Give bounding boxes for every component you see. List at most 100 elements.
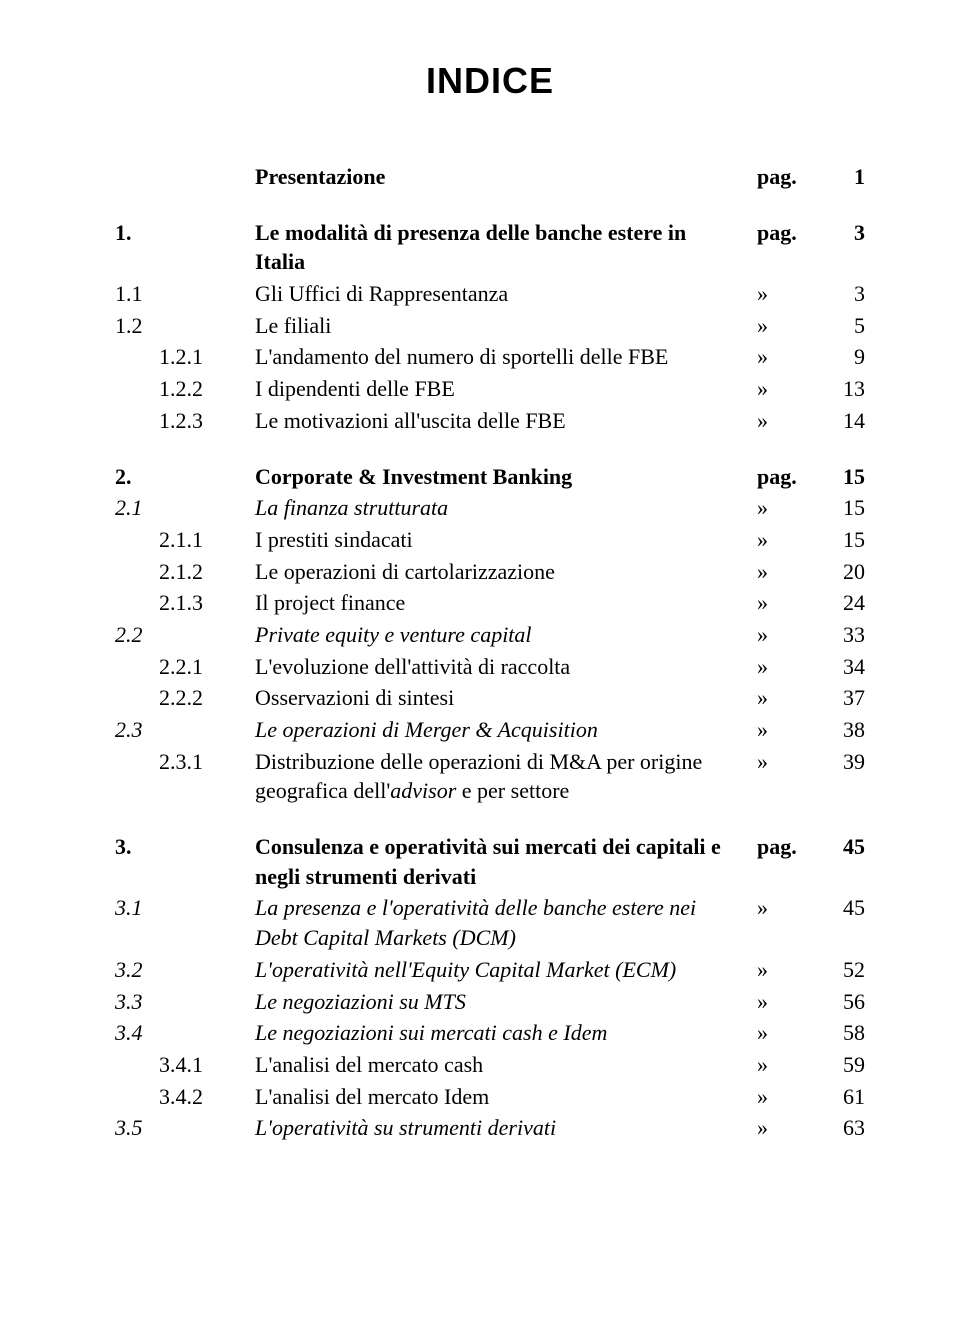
- entry-text: Le operazioni di Merger & Acquisition: [255, 715, 757, 745]
- entry-page: 59: [817, 1050, 865, 1080]
- toc-row: 1.1Gli Uffici di Rappresentanza»3: [115, 279, 865, 309]
- entry-text: Le negoziazioni su MTS: [255, 987, 757, 1017]
- toc-row: 3.1La presenza e l'operatività delle ban…: [115, 893, 865, 952]
- entry-number: 2.1: [115, 493, 255, 523]
- entry-number: 1.2.3: [115, 406, 255, 436]
- entry-text: L'analisi del mercato cash: [255, 1050, 757, 1080]
- entry-number: 3.2: [115, 955, 255, 985]
- entry-symbol: »: [757, 493, 817, 523]
- spacer: [115, 438, 865, 462]
- entry-symbol: »: [757, 406, 817, 436]
- entry-text: I prestiti sindacati: [255, 525, 757, 555]
- entry-text: Gli Uffici di Rappresentanza: [255, 279, 757, 309]
- entry-number: 3.4.2: [115, 1082, 255, 1112]
- entry-symbol: pag.: [757, 162, 817, 192]
- entry-symbol: pag.: [757, 462, 817, 492]
- toc-row: 2.2.1L'evoluzione dell'attività di racco…: [115, 652, 865, 682]
- toc-row: 1.Le modalità di presenza delle banche e…: [115, 218, 865, 277]
- entry-text: Consulenza e operatività sui mercati dei…: [255, 832, 757, 891]
- entry-number: 2.1.3: [115, 588, 255, 618]
- toc-body: Presentazionepag.1 1.Le modalità di prese…: [115, 162, 865, 1143]
- entry-symbol: »: [757, 987, 817, 1017]
- toc-row: Presentazionepag.1: [115, 162, 865, 192]
- toc-row: 3.4.2L'analisi del mercato Idem»61: [115, 1082, 865, 1112]
- toc-row: 1.2Le filiali»5: [115, 311, 865, 341]
- entry-page: 58: [817, 1018, 865, 1048]
- entry-text: Le motivazioni all'uscita delle FBE: [255, 406, 757, 436]
- entry-symbol: »: [757, 588, 817, 618]
- entry-text: L'analisi del mercato Idem: [255, 1082, 757, 1112]
- entry-number: 1.1: [115, 279, 255, 309]
- entry-page: 3: [817, 279, 865, 309]
- toc-row: 3.3Le negoziazioni su MTS»56: [115, 987, 865, 1017]
- entry-symbol: »: [757, 620, 817, 650]
- entry-number: 2.2.1: [115, 652, 255, 682]
- entry-symbol: »: [757, 715, 817, 745]
- toc-row: 1.2.3Le motivazioni all'uscita delle FBE…: [115, 406, 865, 436]
- entry-page: 37: [817, 683, 865, 713]
- entry-symbol: »: [757, 1113, 817, 1143]
- entry-page: 39: [817, 747, 865, 777]
- entry-text: Osservazioni di sintesi: [255, 683, 757, 713]
- entry-text: L'operatività nell'Equity Capital Market…: [255, 955, 757, 985]
- entry-page: 5: [817, 311, 865, 341]
- toc-row: 2.3.1Distribuzione delle operazioni di M…: [115, 747, 865, 806]
- entry-symbol: »: [757, 683, 817, 713]
- entry-page: 33: [817, 620, 865, 650]
- spacer: [115, 808, 865, 832]
- entry-text: L'operatività su strumenti derivati: [255, 1113, 757, 1143]
- entry-number: 3.: [115, 832, 255, 862]
- entry-symbol: »: [757, 525, 817, 555]
- entry-number: 3.5: [115, 1113, 255, 1143]
- entry-text: I dipendenti delle FBE: [255, 374, 757, 404]
- entry-symbol: pag.: [757, 218, 817, 248]
- entry-symbol: »: [757, 893, 817, 923]
- entry-number: 3.4: [115, 1018, 255, 1048]
- toc-row: 2.1.3Il project finance»24: [115, 588, 865, 618]
- page-title: INDICE: [115, 60, 865, 102]
- entry-symbol: »: [757, 747, 817, 777]
- toc-row: 1.2.1L'andamento del numero di sportelli…: [115, 342, 865, 372]
- entry-symbol: »: [757, 374, 817, 404]
- entry-text: Distribuzione delle operazioni di M&A pe…: [255, 747, 757, 806]
- entry-number: 2.2: [115, 620, 255, 650]
- toc-row: 3.4.1L'analisi del mercato cash»59: [115, 1050, 865, 1080]
- entry-number: 2.3: [115, 715, 255, 745]
- entry-page: 9: [817, 342, 865, 372]
- entry-text: Private equity e venture capital: [255, 620, 757, 650]
- entry-number: 2.1.1: [115, 525, 255, 555]
- entry-number: 2.: [115, 462, 255, 492]
- entry-number: 1.: [115, 218, 255, 248]
- toc-row: 2.2.2Osservazioni di sintesi»37: [115, 683, 865, 713]
- toc-row: 2.1.1I prestiti sindacati»15: [115, 525, 865, 555]
- entry-text: Il project finance: [255, 588, 757, 618]
- spacer: [115, 194, 865, 218]
- entry-text: Le modalità di presenza delle banche est…: [255, 218, 757, 277]
- entry-page: 56: [817, 987, 865, 1017]
- entry-page: 52: [817, 955, 865, 985]
- entry-page: 34: [817, 652, 865, 682]
- toc-row: 3.5L'operatività su strumenti derivati»6…: [115, 1113, 865, 1143]
- entry-number: 3.3: [115, 987, 255, 1017]
- entry-page: 3: [817, 218, 865, 248]
- entry-page: 24: [817, 588, 865, 618]
- entry-symbol: »: [757, 955, 817, 985]
- entry-text: L'andamento del numero di sportelli dell…: [255, 342, 757, 372]
- entry-symbol: »: [757, 1018, 817, 1048]
- toc-row: 3.4Le negoziazioni sui mercati cash e Id…: [115, 1018, 865, 1048]
- entry-page: 63: [817, 1113, 865, 1143]
- entry-text: Le operazioni di cartolarizzazione: [255, 557, 757, 587]
- toc-row: 2.3Le operazioni di Merger & Acquisition…: [115, 715, 865, 745]
- entry-number: 3.4.1: [115, 1050, 255, 1080]
- entry-page: 13: [817, 374, 865, 404]
- toc-row: 2.2Private equity e venture capital»33: [115, 620, 865, 650]
- entry-text: Le filiali: [255, 311, 757, 341]
- entry-number: 3.1: [115, 893, 255, 923]
- entry-number: 1.2.2: [115, 374, 255, 404]
- toc-row: 1.2.2I dipendenti delle FBE»13: [115, 374, 865, 404]
- entry-page: 45: [817, 893, 865, 923]
- toc-row: 3.2L'operatività nell'Equity Capital Mar…: [115, 955, 865, 985]
- entry-page: 15: [817, 493, 865, 523]
- entry-symbol: »: [757, 342, 817, 372]
- entry-page: 61: [817, 1082, 865, 1112]
